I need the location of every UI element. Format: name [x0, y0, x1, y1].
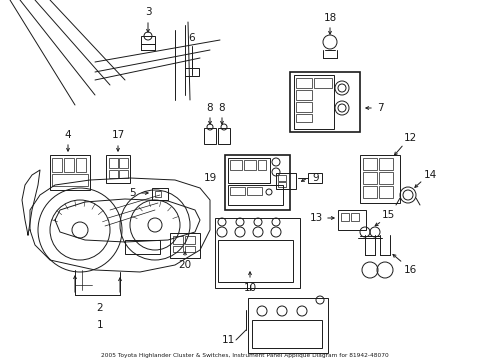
Text: 14: 14	[423, 170, 436, 180]
Bar	[64, 158, 74, 172]
Text: 7: 7	[376, 103, 383, 113]
Text: 4: 4	[64, 130, 71, 140]
Bar	[278, 175, 285, 181]
Bar	[378, 186, 392, 198]
Bar	[295, 114, 311, 122]
Text: 10: 10	[243, 283, 256, 293]
Bar	[173, 246, 183, 252]
Bar	[215, 218, 299, 288]
Bar	[295, 90, 311, 100]
Bar	[295, 102, 311, 112]
Text: 3: 3	[144, 7, 151, 17]
Bar	[52, 174, 88, 186]
Bar	[218, 128, 229, 144]
Text: 13: 13	[309, 213, 322, 223]
Text: 6: 6	[188, 33, 195, 43]
Bar	[313, 78, 331, 88]
Bar	[52, 158, 62, 172]
Bar	[307, 173, 321, 183]
Text: 9: 9	[312, 173, 319, 183]
Bar	[340, 213, 348, 221]
Bar	[50, 155, 90, 190]
Bar	[251, 320, 321, 348]
Bar	[229, 160, 242, 170]
Bar	[218, 240, 292, 282]
Text: 1: 1	[97, 320, 103, 330]
Text: 17: 17	[111, 130, 124, 140]
Text: 20: 20	[178, 260, 191, 270]
Bar	[125, 240, 160, 254]
Bar	[362, 172, 376, 184]
Bar	[155, 191, 161, 197]
Bar	[244, 160, 256, 170]
Bar	[295, 78, 311, 88]
Bar	[119, 158, 128, 168]
Text: 8: 8	[218, 103, 225, 113]
Bar	[119, 170, 128, 178]
Bar	[378, 158, 392, 170]
Text: 12: 12	[403, 133, 416, 143]
Bar	[227, 185, 283, 205]
Text: 16: 16	[403, 265, 416, 275]
Bar	[278, 182, 285, 187]
Text: 8: 8	[206, 103, 213, 113]
Bar	[152, 188, 168, 200]
Bar	[184, 68, 199, 76]
Bar	[258, 160, 265, 170]
Bar	[184, 236, 195, 244]
Bar	[106, 155, 130, 183]
Bar	[229, 187, 244, 195]
Bar	[170, 233, 200, 258]
Text: 2005 Toyota Highlander Cluster & Switches, Instrument Panel Applique Diagram for: 2005 Toyota Highlander Cluster & Switche…	[101, 354, 388, 359]
Text: 15: 15	[381, 210, 394, 220]
Bar	[362, 186, 376, 198]
Bar	[359, 155, 399, 203]
Bar	[246, 187, 262, 195]
Bar	[350, 213, 358, 221]
Bar	[184, 246, 195, 252]
Text: 18: 18	[323, 13, 336, 23]
Bar	[275, 173, 295, 189]
Text: 5: 5	[128, 188, 135, 198]
Text: 11: 11	[221, 335, 234, 345]
Bar	[141, 36, 155, 44]
Bar	[224, 155, 289, 210]
Bar	[247, 298, 327, 353]
Bar	[203, 128, 216, 144]
Text: 19: 19	[203, 173, 216, 183]
Bar	[109, 158, 118, 168]
Text: 2: 2	[97, 303, 103, 313]
Bar	[289, 72, 359, 132]
Bar	[173, 236, 183, 244]
Bar	[378, 172, 392, 184]
Bar	[362, 158, 376, 170]
Bar	[227, 158, 269, 183]
Bar	[76, 158, 86, 172]
Bar	[293, 75, 333, 129]
Bar	[109, 170, 118, 178]
Bar	[337, 210, 365, 230]
